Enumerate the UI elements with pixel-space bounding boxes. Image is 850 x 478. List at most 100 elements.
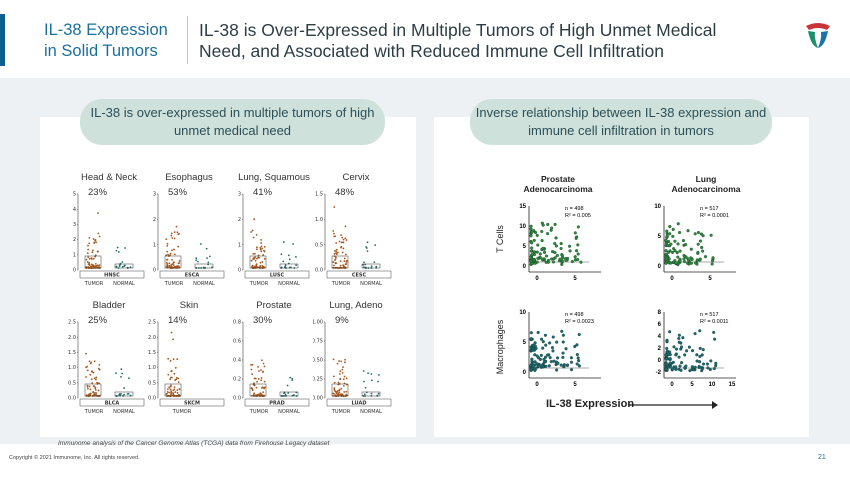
scatter-point xyxy=(529,368,533,372)
tumor-point xyxy=(91,370,93,373)
scatter-point xyxy=(533,230,538,235)
scatter-point xyxy=(549,360,553,364)
tumor-point xyxy=(87,256,90,259)
scatter-point xyxy=(532,238,536,242)
tumor-point xyxy=(86,252,89,255)
tumor-point xyxy=(170,390,173,393)
scatter-point xyxy=(665,339,669,343)
col-title-prostate: Prostate Adenocarcinoma xyxy=(523,174,593,194)
normal-point xyxy=(199,243,202,245)
tumor-point xyxy=(260,369,262,371)
scatter-point xyxy=(530,359,534,363)
scatter-point xyxy=(530,262,534,266)
normal-point xyxy=(377,392,380,395)
normal-point xyxy=(121,372,124,375)
tumor-box xyxy=(164,255,182,269)
tumor-point xyxy=(254,377,257,380)
tumor-point xyxy=(170,376,172,379)
tumor-point xyxy=(88,261,91,264)
scatter-point xyxy=(709,233,713,237)
scatter-point xyxy=(535,260,539,264)
tumor-point xyxy=(332,375,335,378)
x-tick-label: 10 xyxy=(709,382,716,388)
code-band xyxy=(159,270,225,279)
y-tick-label: 3 xyxy=(238,192,241,198)
code-band xyxy=(79,270,145,279)
tumor-point xyxy=(260,238,262,241)
tumor-point xyxy=(259,264,262,267)
tumor-point xyxy=(174,391,177,393)
tumor-point xyxy=(91,265,94,268)
tumor-point xyxy=(340,241,343,244)
chart-title: Head & Neck xyxy=(81,172,137,183)
tumor-point xyxy=(342,247,345,250)
y-tick-label: 0 xyxy=(658,264,662,270)
tumor-point xyxy=(178,388,181,391)
normal-point xyxy=(292,394,295,396)
scatter-point xyxy=(561,256,565,260)
tumor-point xyxy=(97,367,100,370)
scatter-point xyxy=(561,355,565,359)
scatter-point xyxy=(573,344,577,349)
tumor-point xyxy=(170,232,173,235)
tumor-point xyxy=(345,239,348,241)
tumor-point xyxy=(90,361,93,364)
tumor-point xyxy=(345,393,348,396)
tumor-point xyxy=(257,393,260,396)
scatter-point xyxy=(701,348,705,352)
scatter-point xyxy=(570,259,574,264)
group-label: NORMAL xyxy=(113,409,135,415)
tumor-point xyxy=(174,366,177,369)
tumor-point xyxy=(338,389,341,392)
tumor-point xyxy=(342,378,345,381)
tumor-point xyxy=(333,392,335,395)
scatter-point xyxy=(692,368,696,372)
tumor-point xyxy=(168,391,171,394)
y-tick-label: 0 xyxy=(658,358,662,364)
n-annotation: n = 498 xyxy=(565,312,584,318)
scatter-point xyxy=(677,333,681,337)
tumor-point xyxy=(166,242,169,245)
scatter-point xyxy=(713,337,717,341)
tumor-point xyxy=(88,236,91,239)
scatter-point xyxy=(695,359,699,363)
tumor-point xyxy=(92,385,95,387)
tumor-point xyxy=(344,358,346,361)
tumor-point xyxy=(334,258,337,260)
tumor-point xyxy=(165,254,168,257)
x-tick-label: 5 xyxy=(690,382,694,388)
scatter-point xyxy=(541,257,545,261)
code-label: BLCA xyxy=(105,401,120,407)
scatter-point xyxy=(686,258,691,262)
y-tick-label: 0.25 xyxy=(313,377,323,383)
scatter-point xyxy=(560,259,564,263)
scatter-point xyxy=(700,367,705,371)
y-tick-label: 0.5 xyxy=(148,380,156,386)
tumor-point xyxy=(173,237,176,240)
normal-point xyxy=(362,263,365,266)
tumor-point xyxy=(255,233,258,236)
tumor-point xyxy=(93,360,96,363)
chart-percent: 14% xyxy=(168,315,188,326)
scatter-point xyxy=(551,335,555,339)
tumor-point xyxy=(253,252,256,255)
scatter-point xyxy=(564,347,568,351)
tumor-point xyxy=(335,250,338,253)
y-tick-label: 5 xyxy=(523,244,527,250)
scatter-point xyxy=(674,347,679,351)
normal-point xyxy=(370,379,373,382)
normal-point xyxy=(205,247,208,250)
y-tick-label: 0.0 xyxy=(315,268,323,274)
tumor-point xyxy=(90,263,93,266)
tumor-point xyxy=(341,371,344,374)
scatter-point xyxy=(674,261,678,265)
y-tick-label: 5 xyxy=(523,340,527,346)
chart-percent: 23% xyxy=(88,187,108,198)
y-tick-label: 15 xyxy=(519,204,526,210)
tumor-point xyxy=(165,258,168,261)
scatter-point xyxy=(577,332,581,337)
tumor-point xyxy=(340,246,342,249)
group-label: TUMOR xyxy=(249,281,269,287)
